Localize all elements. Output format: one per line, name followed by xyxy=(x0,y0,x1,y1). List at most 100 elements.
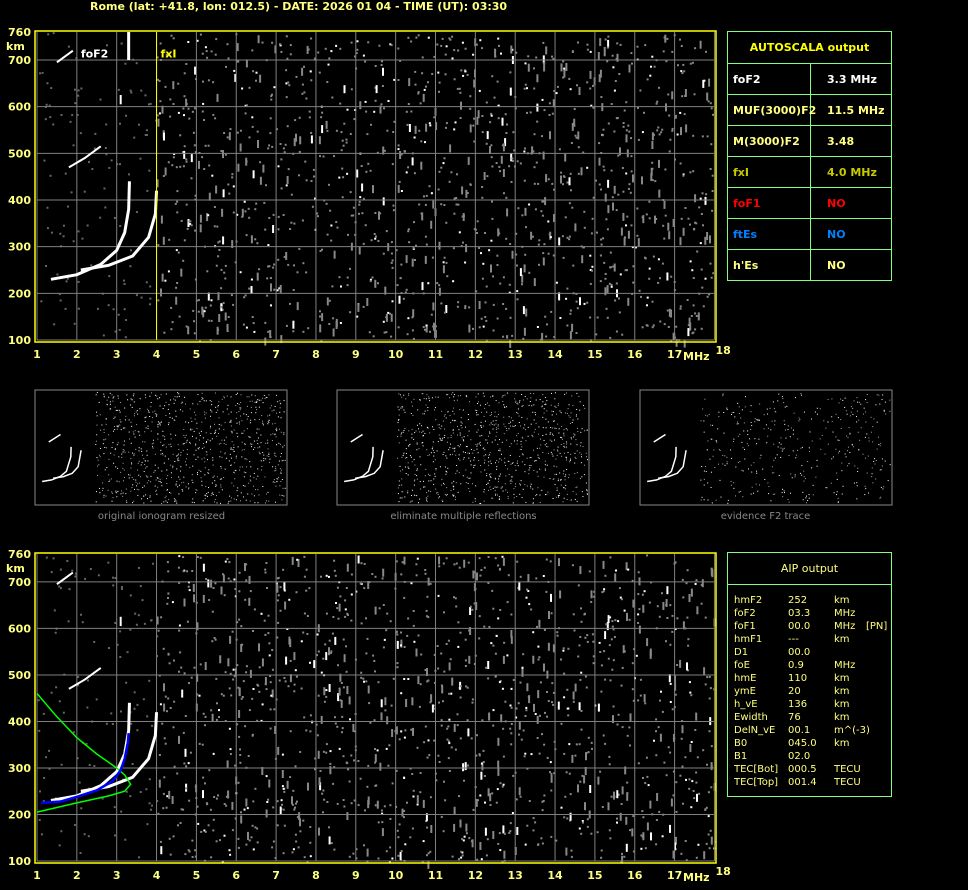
noise-dot xyxy=(432,446,434,448)
noise-dot xyxy=(576,84,578,87)
noise-dot xyxy=(214,480,216,482)
noise-dot xyxy=(219,305,222,308)
noise-dot xyxy=(183,114,185,117)
noise-dot xyxy=(566,429,568,431)
noise-dot xyxy=(210,432,212,434)
noise-dot xyxy=(247,831,249,840)
noise-dot xyxy=(589,316,592,319)
noise-dot xyxy=(261,420,263,422)
noise-dot xyxy=(463,457,465,459)
noise-dot xyxy=(523,264,526,273)
noise-dot xyxy=(381,60,383,63)
noise-dot xyxy=(427,282,430,285)
noise-dot xyxy=(454,447,456,449)
noise-dot xyxy=(377,821,380,824)
noise-dot xyxy=(246,807,249,810)
noise-dot xyxy=(172,103,175,105)
noise-dot xyxy=(265,809,268,818)
noise-dot xyxy=(468,655,471,664)
noise-dot xyxy=(271,649,274,651)
noise-dot xyxy=(681,95,684,98)
noise-dot xyxy=(139,398,141,400)
noise-dot xyxy=(476,572,478,581)
noise-dot xyxy=(540,444,542,446)
noise-dot xyxy=(481,47,483,50)
noise-dot xyxy=(162,435,164,437)
noise-dot xyxy=(407,36,410,39)
noise-dot xyxy=(400,190,403,192)
noise-dot xyxy=(215,264,218,267)
noise-dot xyxy=(204,830,207,833)
noise-dot xyxy=(285,324,288,327)
noise-dot xyxy=(391,300,394,303)
noise-dot xyxy=(559,452,561,454)
noise-dot xyxy=(405,448,407,450)
noise-dot xyxy=(186,570,189,573)
noise-dot xyxy=(470,840,473,843)
noise-dot xyxy=(497,767,500,776)
noise-dot xyxy=(613,791,615,800)
noise-dot xyxy=(663,761,666,764)
noise-dot xyxy=(275,466,277,468)
noise-dot xyxy=(72,731,75,734)
noise-dot xyxy=(163,737,166,740)
noise-dot xyxy=(654,180,657,183)
noise-dot xyxy=(407,103,410,105)
noise-dot xyxy=(835,436,837,438)
noise-dot xyxy=(262,485,264,487)
noise-dot xyxy=(240,407,242,409)
noise-dot xyxy=(274,726,277,734)
noise-dot xyxy=(683,113,686,116)
noise-dot xyxy=(165,478,167,480)
noise-dot xyxy=(586,429,588,431)
noise-dot xyxy=(222,236,225,245)
noise-dot xyxy=(326,297,329,306)
noise-dot xyxy=(478,615,481,618)
noise-dot xyxy=(511,250,514,259)
noise-dot xyxy=(323,687,326,696)
noise-dot xyxy=(497,117,500,120)
noise-dot xyxy=(215,406,217,408)
noise-dot xyxy=(338,176,341,179)
noise-dot xyxy=(203,119,205,121)
noise-dot xyxy=(130,442,132,444)
noise-dot xyxy=(228,132,231,141)
noise-dot xyxy=(74,575,77,578)
noise-dot xyxy=(201,397,203,399)
noise-dot xyxy=(201,743,204,746)
noise-dot xyxy=(256,401,258,403)
noise-dot xyxy=(497,37,500,40)
noise-dot xyxy=(544,469,546,471)
noise-dot xyxy=(491,589,494,592)
noise-dot xyxy=(452,429,454,431)
noise-dot xyxy=(447,394,449,396)
noise-dot xyxy=(424,475,426,477)
noise-dot xyxy=(604,273,607,275)
noise-dot xyxy=(176,396,178,398)
noise-dot xyxy=(138,450,140,452)
noise-dot xyxy=(407,490,409,492)
noise-dot xyxy=(468,430,470,432)
noise-dot xyxy=(564,216,567,219)
noise-dot xyxy=(592,662,595,665)
noise-dot xyxy=(167,270,170,273)
noise-dot xyxy=(242,323,245,326)
noise-dot xyxy=(560,484,562,486)
noise-dot xyxy=(143,470,145,472)
noise-dot xyxy=(166,483,168,485)
noise-dot xyxy=(156,56,159,59)
noise-dot xyxy=(701,192,704,195)
noise-dot xyxy=(195,489,197,491)
noise-dot xyxy=(273,288,276,291)
noise-dot xyxy=(519,493,521,495)
noise-dot xyxy=(298,151,301,153)
noise-dot xyxy=(196,427,198,429)
noise-dot xyxy=(545,446,547,448)
noise-dot xyxy=(648,217,651,220)
noise-dot xyxy=(277,594,280,597)
noise-dot xyxy=(187,107,190,110)
noise-dot xyxy=(328,836,331,845)
noise-dot xyxy=(524,62,527,65)
noise-dot xyxy=(238,618,241,621)
noise-dot xyxy=(612,66,615,69)
